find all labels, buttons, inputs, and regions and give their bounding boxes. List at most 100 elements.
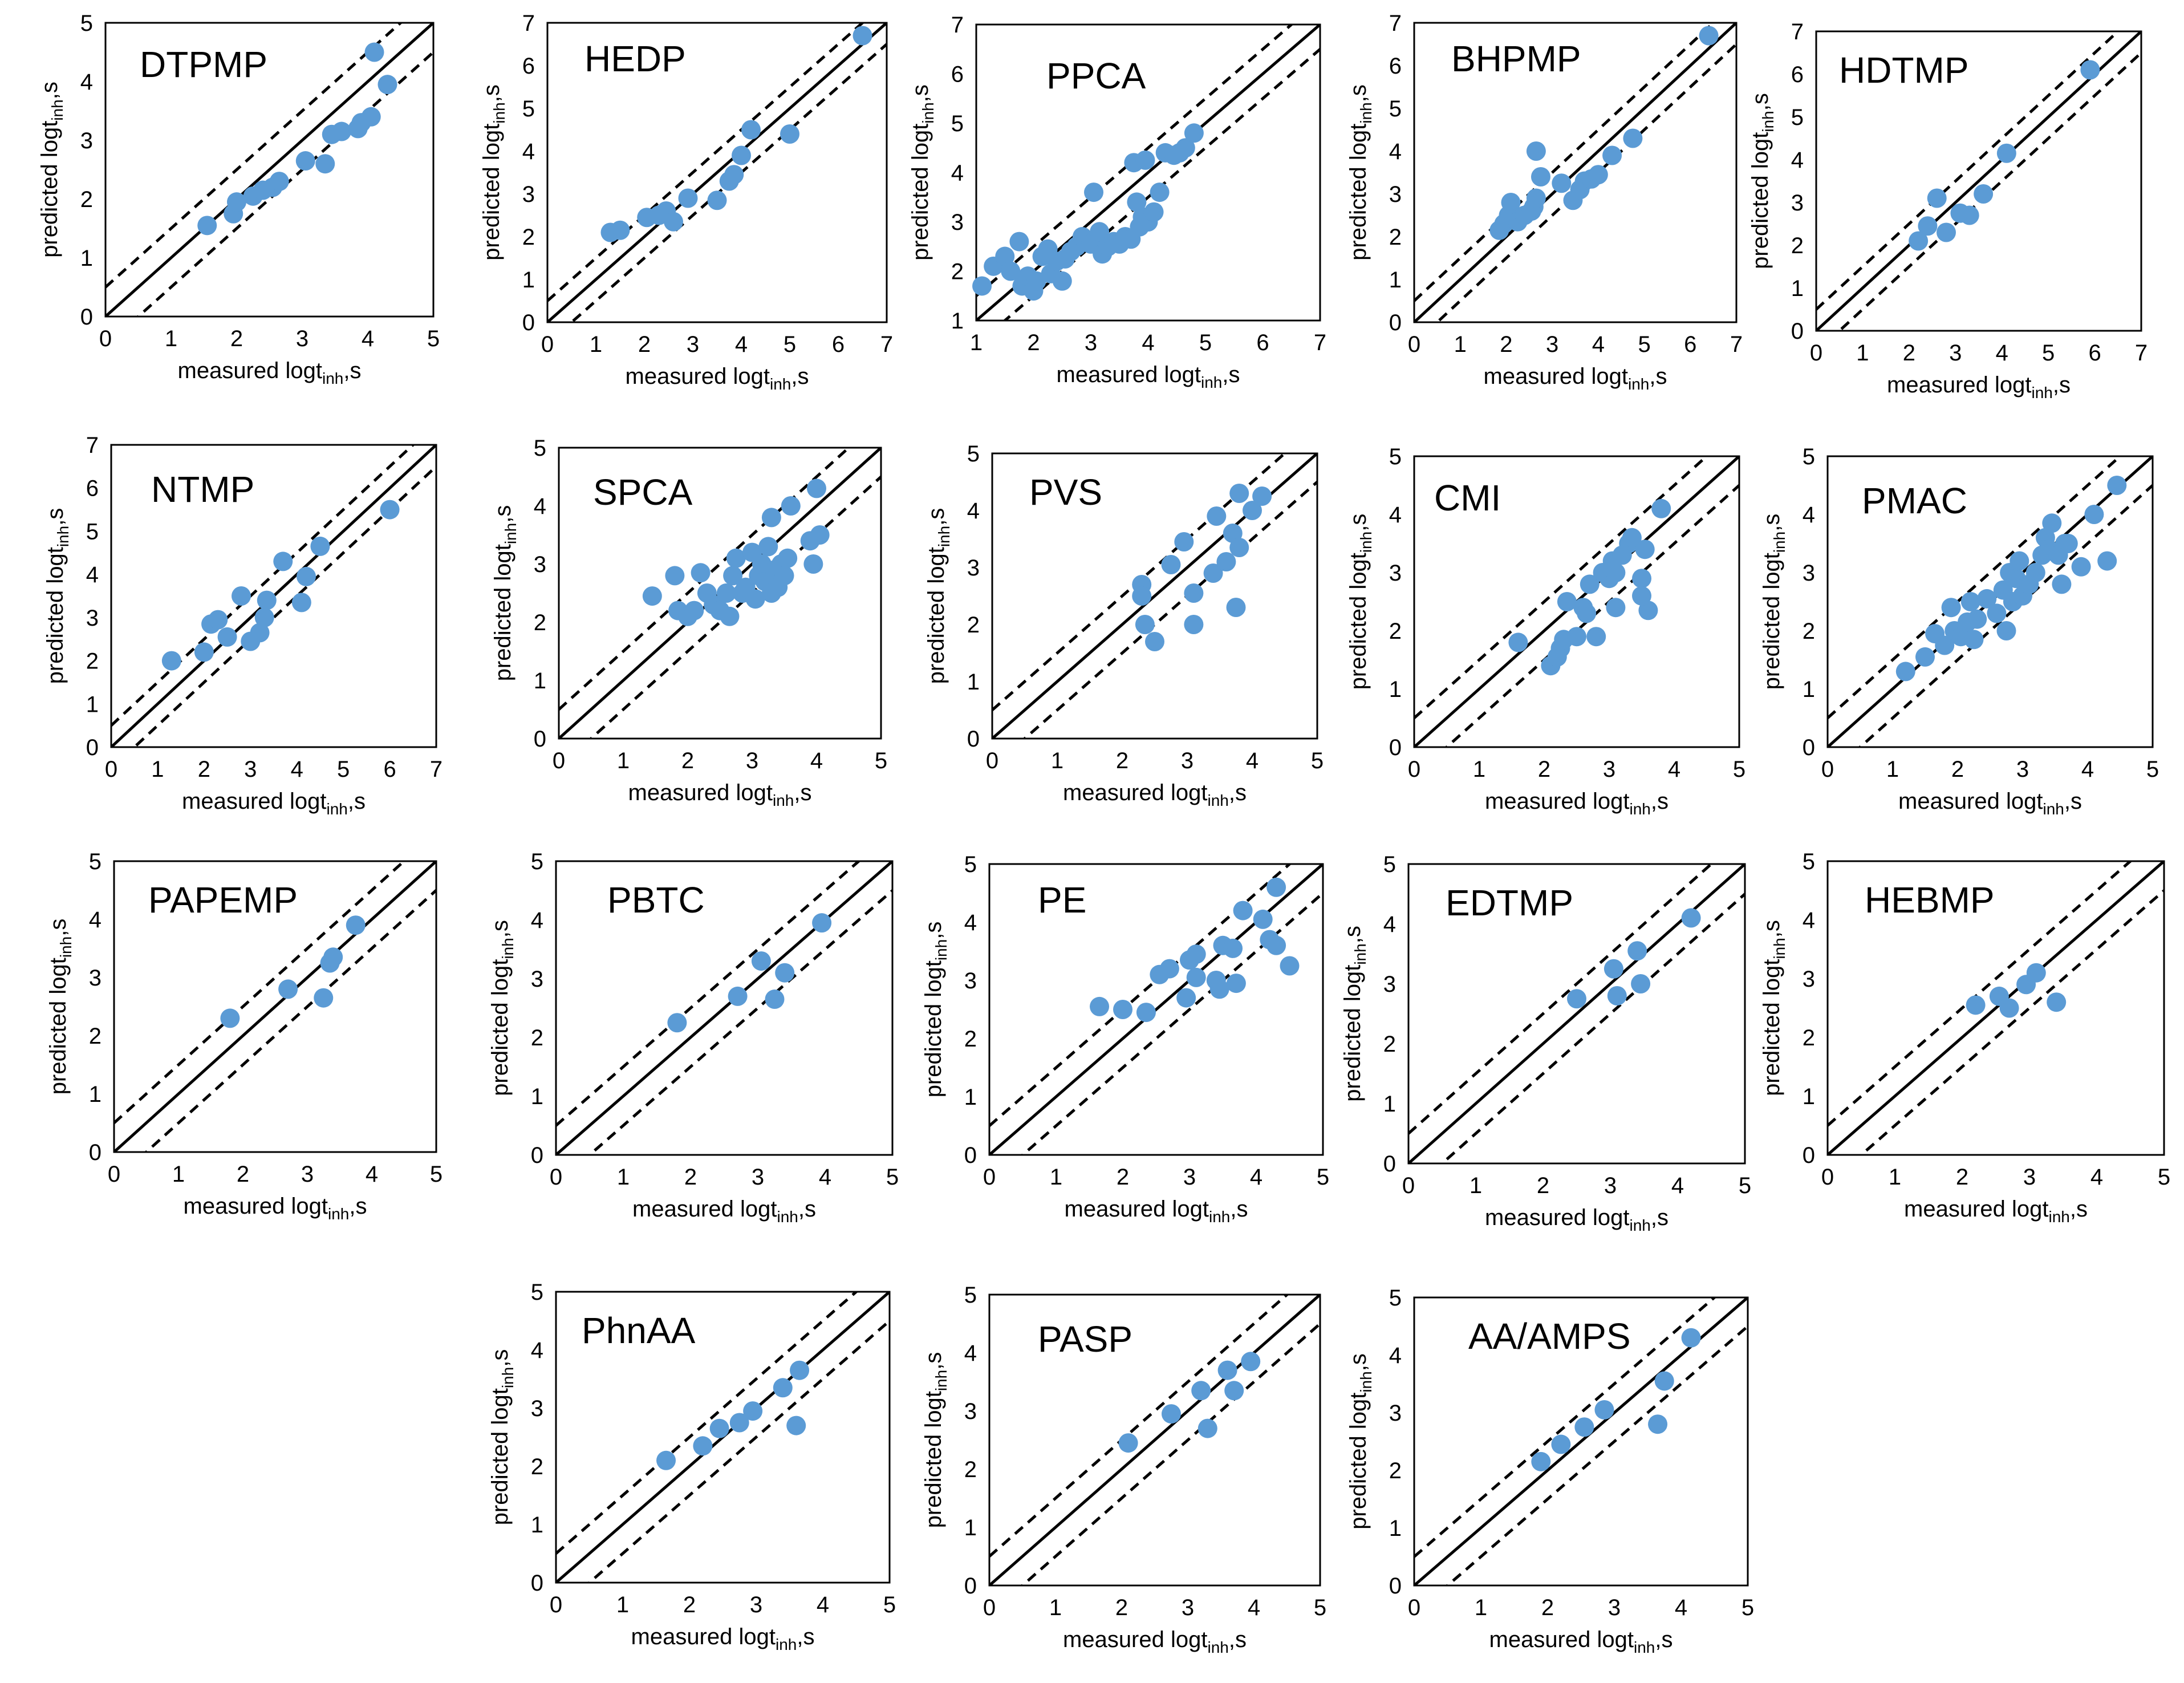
- x-tick-label: 1: [1889, 1165, 1901, 1190]
- data-point: [1233, 901, 1253, 920]
- x-tick-label: 2: [1117, 1165, 1129, 1190]
- y-tick-label: 1: [967, 670, 980, 695]
- data-point: [693, 1436, 713, 1456]
- data-point: [995, 246, 1015, 266]
- data-point: [726, 548, 746, 568]
- x-tick-label: 3: [1604, 1173, 1617, 1198]
- data-point: [1135, 615, 1155, 634]
- data-point: [1001, 261, 1021, 281]
- upper-bound-line: [556, 861, 861, 1127]
- y-tick-label: 0: [522, 310, 535, 335]
- y-tick-label: 2: [1383, 1032, 1396, 1057]
- data-point: [1501, 193, 1521, 212]
- x-tick-label: 3: [296, 326, 308, 351]
- y-axis-title: predicted logtinh,s: [479, 84, 508, 261]
- upper-bound-line: [559, 448, 851, 711]
- x-tick-label: 1: [1051, 748, 1063, 773]
- x-tick-label: 1: [1454, 332, 1467, 357]
- x-tick-label: 3: [301, 1162, 314, 1187]
- data-point: [1580, 574, 1600, 594]
- data-point: [684, 601, 704, 621]
- x-tick-label: 5: [430, 1162, 443, 1187]
- data-point: [278, 979, 298, 999]
- lower-bound-line: [1445, 1325, 1748, 1585]
- x-tick-label: 2: [198, 757, 210, 782]
- data-point: [729, 1413, 749, 1433]
- identity-line: [114, 861, 436, 1152]
- x-tick-label: 4: [1250, 1165, 1263, 1190]
- x-tick-label: 6: [832, 332, 845, 357]
- data-point: [297, 566, 316, 586]
- y-tick-label: 0: [89, 1140, 102, 1165]
- x-tick-label: 1: [1469, 1173, 1482, 1198]
- y-tick-label: 0: [1791, 319, 1804, 344]
- chart-panel-pmac: 0 1 2 3 4 5 0 1 2 3 4 5 PMAC measured logtinh,s predic…: [1759, 444, 2159, 818]
- x-tick-label: 4: [291, 757, 303, 782]
- x-tick-label: 1: [151, 757, 164, 782]
- panel-title: HDTMP: [1839, 50, 1969, 91]
- y-tick-label: 4: [1389, 502, 1402, 528]
- data-point: [273, 551, 293, 571]
- data-point: [1217, 1360, 1237, 1380]
- lower-bound-line: [1837, 51, 2141, 331]
- upper-bound-line: [111, 445, 415, 727]
- data-point: [741, 120, 761, 140]
- y-tick-label: 5: [964, 1283, 977, 1308]
- x-tick-label: 2: [1116, 748, 1128, 773]
- x-tick-label: 2: [681, 748, 694, 773]
- data-point: [1604, 959, 1623, 979]
- x-tick-label: 6: [2088, 340, 2101, 366]
- x-axis-title: measured logtinh,s: [1898, 789, 2082, 818]
- data-point: [1987, 603, 2007, 623]
- panel-title: PPCA: [1046, 55, 1146, 96]
- x-tick-label: 3: [687, 332, 699, 357]
- data-point: [295, 151, 315, 171]
- x-tick-label: 5: [1314, 1595, 1326, 1620]
- y-tick-label: 5: [1383, 852, 1396, 877]
- data-point: [745, 589, 765, 609]
- identity-line: [547, 23, 887, 322]
- panel-title: PAPEMP: [148, 879, 298, 920]
- y-tick-label: 7: [1791, 19, 1804, 44]
- y-tick-label: 1: [86, 692, 99, 717]
- data-point: [2084, 505, 2104, 524]
- x-tick-label: 2: [1903, 340, 1915, 366]
- x-tick-label: 2: [638, 332, 651, 357]
- x-tick-label: 4: [362, 326, 374, 351]
- lower-bound-line: [1022, 481, 1317, 739]
- data-point: [1959, 205, 1979, 225]
- data-point: [720, 606, 740, 626]
- x-axis-title: measured logtinh,s: [626, 364, 809, 393]
- x-axis-title: measured logtinh,s: [1065, 1197, 1248, 1226]
- data-point: [1266, 877, 1286, 897]
- data-point: [194, 642, 214, 662]
- data-point: [1161, 555, 1181, 574]
- y-axis-title: predicted logtinh,s: [43, 508, 72, 684]
- y-tick-label: 3: [89, 966, 102, 991]
- lower-bound-line: [132, 465, 436, 747]
- x-tick-label: 0: [1408, 757, 1420, 782]
- panel-title: SPCA: [593, 472, 693, 513]
- x-tick-label: 2: [1027, 330, 1040, 355]
- x-tick-label: 6: [1684, 332, 1696, 357]
- y-tick-label: 2: [86, 649, 99, 674]
- y-tick-label: 7: [951, 13, 964, 38]
- y-tick-label: 3: [80, 128, 93, 153]
- data-point: [1243, 501, 1262, 520]
- chart-panel-edtmp: 0 1 2 3 4 5 0 1 2 3 4 5 EDTMP measured logtinh,s predi…: [1340, 852, 1751, 1234]
- x-tick-label: 1: [970, 330, 983, 355]
- data-point: [1966, 995, 1986, 1015]
- data-point: [1132, 586, 1152, 606]
- data-point: [1203, 563, 1223, 583]
- y-tick-label: 3: [967, 555, 980, 581]
- y-axis-title: predicted logtinh,s: [1340, 926, 1369, 1102]
- x-axis-title: measured logtinh,s: [1063, 780, 1247, 809]
- y-tick-label: 5: [1803, 444, 1815, 469]
- data-point: [1960, 592, 1980, 611]
- y-tick-label: 5: [522, 96, 535, 121]
- y-tick-label: 1: [531, 1512, 543, 1538]
- y-tick-label: 3: [951, 210, 964, 235]
- identity-line: [1414, 23, 1736, 322]
- data-point: [250, 623, 270, 643]
- x-axis-title: measured logtinh,s: [178, 358, 362, 387]
